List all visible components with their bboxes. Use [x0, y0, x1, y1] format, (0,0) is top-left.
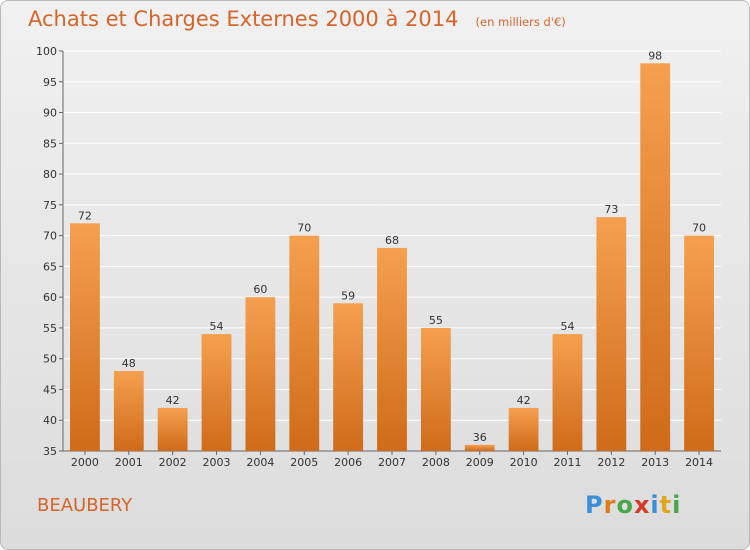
data-label-2009: 36	[473, 431, 487, 444]
logo-letter: r	[603, 491, 617, 519]
bar-2002	[157, 407, 188, 451]
y-tick-label: 70	[43, 230, 57, 243]
y-tick-label: 90	[43, 107, 57, 120]
bar-2009	[464, 444, 495, 451]
x-tick-label: 2005	[290, 456, 318, 469]
bar-2001	[113, 371, 144, 451]
x-tick-label: 2007	[378, 456, 406, 469]
data-label-2008: 55	[429, 314, 443, 327]
bar-2005	[289, 235, 320, 451]
bar-2003	[201, 334, 232, 451]
bar-2010	[508, 407, 539, 451]
data-label-2011: 54	[560, 320, 574, 333]
x-tick-label: 2013	[641, 456, 669, 469]
bar-2000	[70, 223, 100, 451]
logo-letter: i	[650, 491, 660, 519]
x-tick-label: 2014	[685, 456, 713, 469]
data-label-2013: 98	[648, 49, 662, 62]
commune-name: BEAUBERY	[37, 495, 133, 516]
chart-title-block: Achats et Charges Externes 2000 à 2014 (…	[28, 7, 566, 31]
data-label-2004: 60	[253, 283, 267, 296]
proxiti-logo: Proxiti	[585, 491, 681, 519]
y-tick-label: 50	[43, 353, 57, 366]
x-tick-label: 2006	[334, 456, 362, 469]
x-tick-label: 2009	[466, 456, 494, 469]
y-tick-label: 75	[43, 199, 57, 212]
data-label-2014: 70	[692, 222, 706, 235]
x-tick-label: 2003	[203, 456, 231, 469]
logo-letter: x	[633, 491, 651, 519]
chart-subtitle: (en milliers d'€)	[475, 15, 566, 29]
logo-letter: t	[659, 491, 673, 519]
logo-letter: i	[672, 491, 682, 519]
y-tick-label: 40	[43, 414, 57, 427]
bar-2013	[640, 63, 671, 452]
x-tick-label: 2001	[115, 456, 143, 469]
bar-2008	[420, 327, 451, 451]
x-tick-label: 2008	[422, 456, 450, 469]
y-tick-label: 35	[43, 445, 57, 458]
data-label-2000: 72	[78, 209, 92, 222]
data-label-2002: 42	[166, 394, 180, 407]
bar-2007	[377, 247, 407, 451]
bar-2004	[245, 297, 276, 451]
data-label-2012: 73	[604, 203, 618, 216]
x-tick-label: 2010	[510, 456, 538, 469]
x-tick-label: 2002	[159, 456, 187, 469]
data-label-2001: 48	[122, 357, 136, 370]
x-tick-label: 2011	[553, 456, 581, 469]
data-label-2006: 59	[341, 289, 355, 302]
bar-2012	[596, 217, 627, 451]
x-tick-label: 2004	[246, 456, 274, 469]
y-tick-label: 95	[43, 76, 57, 89]
x-tick-label: 2012	[597, 456, 625, 469]
y-tick-label: 65	[43, 260, 57, 273]
data-label-2003: 54	[210, 320, 224, 333]
logo-letter: o	[616, 491, 634, 519]
logo-letter: P	[585, 491, 604, 519]
y-tick-label: 55	[43, 322, 57, 335]
x-tick-label: 2000	[71, 456, 99, 469]
y-tick-label: 85	[43, 137, 57, 150]
data-label-2010: 42	[517, 394, 531, 407]
bar-2011	[552, 334, 583, 451]
data-label-2005: 70	[297, 222, 311, 235]
labels: 72 2000 48 2001 42 2002 54 2003 60 2004 70 2005 59 20…	[71, 49, 713, 469]
bars	[70, 63, 714, 452]
data-label-2007: 68	[385, 234, 399, 247]
chart-title: Achats et Charges Externes 2000 à 2014	[28, 7, 459, 31]
bar-2006	[333, 303, 364, 451]
bar-2014	[684, 235, 714, 451]
y-tick-label: 100	[36, 45, 57, 58]
y-tick-label: 45	[43, 383, 57, 396]
y-tick-label: 60	[43, 291, 57, 304]
y-tick-label: 80	[43, 168, 57, 181]
